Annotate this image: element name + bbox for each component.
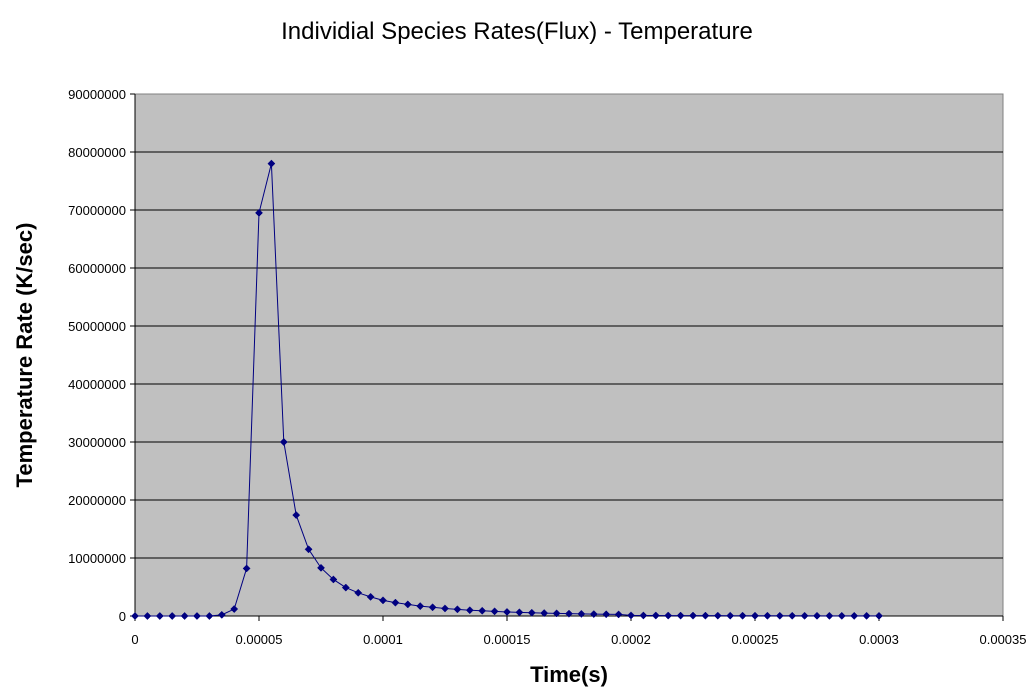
data-point: [205, 612, 214, 620]
y-tick-label: 0: [119, 609, 126, 624]
data-point: [589, 610, 598, 619]
data-point: [279, 438, 288, 446]
data-point: [813, 611, 821, 620]
gridlines: [135, 151, 1003, 559]
data-point: [775, 611, 784, 620]
data-point: [391, 598, 400, 607]
x-tick-label: 0.00015: [484, 632, 531, 647]
x-tick-label: 0.00005: [236, 632, 283, 647]
data-point: [428, 603, 437, 612]
data-point: [478, 606, 487, 615]
data-point: [527, 608, 536, 617]
data-point: [503, 607, 511, 616]
data-point: [552, 609, 561, 618]
y-tick-label: 70000000: [68, 203, 126, 218]
data-point: [639, 611, 648, 620]
y-tick-labels: 0 10000000 20000000 30000000 40000000 5000000…: [68, 87, 126, 624]
x-tick-label: 0.00035: [980, 632, 1027, 647]
data-point: [676, 611, 685, 620]
data-point: [242, 564, 251, 573]
data-point: [354, 588, 363, 597]
x-tick-labels: 0 0.00005 0.0001 0.00015 0.0002 0.00025 0.0003…: [131, 632, 1026, 647]
y-tick-label: 40000000: [68, 377, 126, 392]
y-tick-label: 60000000: [68, 261, 126, 276]
data-point: [763, 611, 772, 620]
data-point: [465, 606, 474, 615]
data-point: [614, 610, 623, 619]
data-point: [329, 575, 338, 584]
data-point: [664, 611, 673, 620]
data-point: [267, 159, 276, 168]
y-tick-label: 80000000: [68, 145, 126, 160]
data-point: [416, 602, 425, 611]
data-point: [825, 611, 834, 620]
data-point: [627, 611, 635, 620]
data-point: [317, 563, 325, 572]
data-point: [341, 583, 350, 592]
data-point: [453, 605, 462, 614]
data-point: [751, 611, 759, 620]
data-point: [490, 607, 499, 616]
data-point: [230, 605, 239, 613]
data-point: [565, 609, 573, 618]
chart-title: Individial Species Rates(Flux) - Tempera…: [281, 18, 753, 45]
y-tick-label: 50000000: [68, 319, 126, 334]
data-point: [701, 611, 710, 620]
x-tick-label: 0: [131, 632, 138, 647]
data-point: [540, 609, 549, 618]
data-point: [255, 208, 263, 217]
data-point: [837, 611, 846, 620]
data-point: [713, 611, 722, 620]
data-point: [800, 611, 809, 620]
x-axis-label: Time(s): [530, 662, 608, 687]
data-point: [180, 612, 189, 620]
data-point: [155, 612, 164, 620]
data-point: [515, 608, 524, 617]
data-point: [168, 612, 177, 620]
data-point: [862, 611, 871, 620]
y-tick-label: 90000000: [68, 87, 126, 102]
data-point: [403, 600, 412, 609]
data-point: [217, 610, 226, 619]
data-point: [131, 612, 139, 620]
data-point: [193, 612, 201, 620]
data-point: [689, 611, 697, 620]
data-point: [379, 596, 387, 605]
data-point: [738, 611, 747, 620]
data-point: [577, 609, 586, 618]
plot-area: [134, 93, 1004, 617]
y-tick-label: 30000000: [68, 435, 126, 450]
data-point: [143, 612, 152, 620]
data-point: [441, 604, 449, 613]
x-tick-label: 0.0002: [611, 632, 651, 647]
data-point: [850, 611, 859, 620]
x-tick-label: 0.0003: [859, 632, 899, 647]
y-tick-label: 10000000: [68, 551, 126, 566]
data-point: [602, 610, 611, 619]
y-tick-label: 20000000: [68, 493, 126, 508]
y-axis-label: Temperature Rate (K/sec): [12, 223, 37, 488]
series-temperature-rate: [131, 159, 883, 620]
data-point: [726, 611, 735, 620]
data-point: [366, 592, 375, 601]
x-tick-label: 0.00025: [732, 632, 779, 647]
data-point: [651, 611, 660, 620]
x-tick-label: 0.0001: [363, 632, 403, 647]
data-point: [788, 611, 797, 620]
data-point: [292, 511, 301, 520]
data-point: [304, 545, 313, 554]
data-point: [875, 611, 883, 620]
